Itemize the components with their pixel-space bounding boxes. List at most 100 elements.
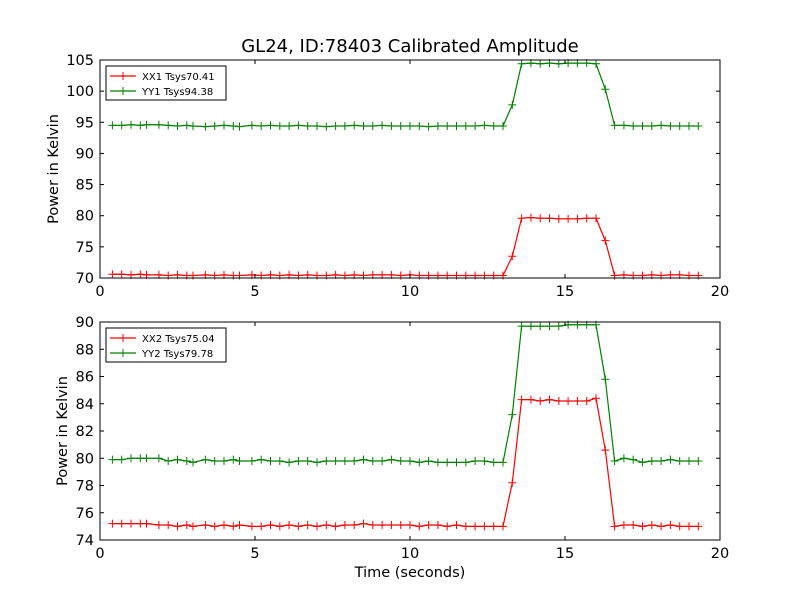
series-line-0 [112, 397, 699, 528]
data-point-marker [173, 122, 182, 131]
data-point-marker [573, 397, 582, 406]
data-point-marker [322, 122, 331, 131]
data-point-marker [117, 121, 126, 130]
data-point-marker [108, 121, 117, 130]
data-point-marker [136, 121, 145, 130]
data-point-marker [526, 213, 535, 222]
data-point-marker [629, 521, 638, 530]
legend-entry: XX2 Tsys75.04 [142, 334, 215, 345]
x-tick-label: 20 [711, 546, 729, 562]
data-point-marker [108, 519, 117, 528]
data-point-marker [629, 455, 638, 464]
data-point-marker [480, 522, 489, 531]
data-point-marker [675, 122, 684, 131]
data-point-marker [545, 322, 554, 331]
data-point-marker [415, 522, 424, 531]
series-line-0 [112, 216, 699, 277]
data-point-marker [340, 456, 349, 465]
series-line-1 [112, 62, 699, 128]
data-point-marker [303, 456, 312, 465]
data-point-marker [452, 458, 461, 467]
data-point-marker [619, 521, 628, 530]
data-point-marker [610, 456, 619, 465]
data-point-marker [359, 455, 368, 464]
data-point-marker [189, 458, 197, 467]
data-point-marker [685, 122, 693, 131]
data-point-marker [480, 456, 489, 465]
y-tick-label: 75 [76, 240, 94, 256]
x-tick-label: 0 [95, 284, 104, 300]
data-point-marker [136, 270, 145, 279]
data-point-marker [359, 122, 368, 131]
data-point-marker [601, 375, 610, 384]
x-tick-label: 5 [250, 284, 259, 300]
data-point-marker [461, 122, 470, 131]
data-point-marker [189, 522, 197, 531]
data-point-marker [303, 521, 312, 530]
data-point-marker [210, 456, 219, 465]
data-point-marker [220, 521, 228, 530]
data-point-marker [554, 397, 563, 406]
data-point-marker [526, 395, 535, 404]
y-tick-label: 90 [76, 146, 94, 162]
x-tick-label: 15 [556, 546, 574, 562]
data-point-marker [601, 236, 610, 245]
data-point-marker [592, 59, 600, 68]
data-point-marker [508, 410, 517, 419]
data-point-marker [406, 456, 414, 465]
data-point-marker [257, 455, 266, 464]
data-point-marker [378, 121, 387, 130]
series-line-1 [112, 324, 699, 463]
data-point-marker [173, 455, 182, 464]
data-point-marker [210, 122, 219, 131]
data-point-marker [638, 122, 647, 131]
data-point-marker [406, 521, 414, 530]
data-point-marker [666, 455, 675, 464]
data-point-marker [499, 122, 507, 131]
data-point-marker [387, 521, 396, 530]
x-tick-label: 5 [250, 546, 259, 562]
legend-entry: YY2 Tsys79.78 [141, 349, 213, 360]
data-point-marker [142, 454, 151, 463]
data-point-marker [350, 121, 359, 130]
data-point-marker [526, 322, 535, 331]
data-point-marker [294, 522, 303, 531]
data-point-marker [564, 214, 573, 223]
data-point-marker [610, 121, 619, 130]
data-point-marker [164, 121, 173, 130]
data-point-marker [247, 121, 256, 130]
y-tick-label: 84 [76, 397, 94, 413]
data-point-marker [247, 456, 256, 465]
data-point-marker [127, 519, 135, 528]
data-point-marker [694, 456, 703, 465]
data-point-marker [582, 214, 591, 223]
data-point-marker [275, 456, 284, 465]
data-point-marker [331, 122, 340, 131]
data-point-marker [201, 122, 210, 131]
data-point-marker [573, 214, 582, 223]
data-point-marker [229, 455, 238, 464]
y-tick-label: 105 [66, 53, 94, 69]
legend-entry: XX1 Tsys70.41 [142, 72, 215, 83]
y-tick-label: 95 [76, 115, 94, 131]
data-point-marker [657, 522, 666, 531]
data-point-marker [387, 122, 396, 131]
data-point-marker [433, 458, 442, 467]
data-point-marker [340, 521, 349, 530]
y-tick-label: 70 [76, 271, 94, 287]
data-point-marker [303, 122, 312, 131]
x-tick-label: 10 [401, 284, 419, 300]
data-point-marker [517, 59, 526, 68]
data-point-marker [266, 121, 275, 130]
data-point-marker [666, 122, 675, 131]
data-point-marker [694, 522, 703, 531]
data-point-marker [471, 456, 480, 465]
data-point-marker [331, 522, 340, 531]
data-point-marker [154, 120, 163, 129]
data-point-marker [266, 456, 275, 465]
data-point-marker [582, 397, 591, 406]
y-tick-label: 100 [66, 84, 94, 100]
data-point-marker [619, 454, 628, 463]
legend-marker [119, 349, 127, 357]
